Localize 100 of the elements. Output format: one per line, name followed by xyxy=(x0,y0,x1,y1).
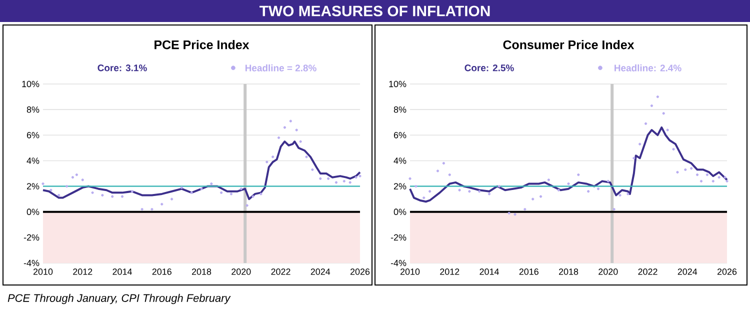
y-tick-label: -4% xyxy=(24,260,40,266)
point xyxy=(656,95,659,98)
x-tick-label: 2012 xyxy=(73,268,92,275)
point xyxy=(436,170,440,172)
text: Core: 2.5% xyxy=(464,64,514,72)
point xyxy=(289,120,292,122)
y-tick-label: 6% xyxy=(26,132,40,138)
point xyxy=(65,184,68,188)
y-tick-label: 8% xyxy=(26,106,40,113)
point xyxy=(596,188,600,190)
y-tick-label: 2% xyxy=(26,183,40,190)
point xyxy=(42,182,44,186)
point xyxy=(524,208,526,211)
point xyxy=(700,180,703,182)
y-tick-label: 4% xyxy=(26,158,40,164)
y-tick-label: 4% xyxy=(394,158,406,164)
x-tick-label: 2010 xyxy=(33,268,53,275)
x-tick-label: 2018 xyxy=(192,268,212,275)
x-tick-label: 2016 xyxy=(152,268,172,275)
legend-label: Headline: 2.4% xyxy=(614,64,682,72)
x-tick-label: 2020 xyxy=(232,268,251,275)
x-tick-label: 2012 xyxy=(440,268,460,275)
point xyxy=(442,162,445,165)
point xyxy=(71,176,74,179)
point xyxy=(632,156,636,160)
text: TWO MEASURES OF INFLATION xyxy=(260,6,490,16)
text: Core: 3.1% xyxy=(98,64,147,72)
point xyxy=(311,168,314,171)
y-tick-label: 10% xyxy=(22,80,40,88)
point xyxy=(618,194,622,197)
point xyxy=(587,190,590,193)
point xyxy=(283,126,286,129)
point xyxy=(676,170,679,174)
point xyxy=(726,180,728,182)
point xyxy=(150,208,154,211)
point xyxy=(672,148,675,150)
y-tick-label: 8% xyxy=(394,106,406,113)
point xyxy=(626,192,630,196)
point xyxy=(468,190,471,193)
point xyxy=(408,177,412,180)
point xyxy=(327,177,330,180)
point xyxy=(200,188,203,190)
y-tick-label: -2% xyxy=(390,234,406,241)
point xyxy=(712,180,714,182)
point xyxy=(690,167,693,170)
legend-label: Headline = 2.8% xyxy=(245,64,316,72)
point xyxy=(190,191,193,194)
point xyxy=(305,156,308,158)
point xyxy=(160,202,164,206)
point xyxy=(508,212,510,214)
point xyxy=(354,176,358,179)
point xyxy=(662,112,665,115)
x-tick-label: 2026 xyxy=(350,268,370,275)
point xyxy=(547,178,550,182)
point xyxy=(58,194,60,197)
point xyxy=(299,140,302,143)
x-tick-label: 2020 xyxy=(598,268,618,275)
x-tick-label: 2022 xyxy=(271,268,290,275)
point xyxy=(295,128,298,132)
point xyxy=(91,191,94,194)
y-tick-label: 0% xyxy=(26,208,40,216)
point xyxy=(724,176,726,179)
point xyxy=(50,188,52,192)
point xyxy=(111,195,114,198)
point xyxy=(170,198,174,200)
point xyxy=(557,188,560,192)
point xyxy=(266,160,268,164)
point xyxy=(220,191,223,194)
y-tick-label: -2% xyxy=(24,234,40,241)
point xyxy=(478,190,481,193)
x-tick-label: 2018 xyxy=(558,268,578,275)
y-tick-label: 6% xyxy=(394,132,406,138)
point xyxy=(140,208,144,211)
point xyxy=(448,173,451,176)
point xyxy=(458,188,461,192)
point xyxy=(577,173,580,176)
point xyxy=(319,177,322,180)
chart-title: Consumer Price Index xyxy=(503,40,634,50)
text: PCE Through January, CPI Through February xyxy=(8,294,231,304)
line-series xyxy=(42,140,362,200)
point xyxy=(650,104,654,108)
y-tick-label: -4% xyxy=(390,260,406,266)
point xyxy=(260,192,262,196)
point xyxy=(644,122,648,125)
point xyxy=(210,182,213,186)
point xyxy=(498,184,500,188)
point xyxy=(334,181,338,184)
point xyxy=(718,176,720,179)
point xyxy=(342,180,346,182)
point xyxy=(120,195,124,198)
point xyxy=(358,174,362,178)
point xyxy=(638,142,642,146)
point xyxy=(428,190,432,193)
point xyxy=(246,204,248,207)
point xyxy=(130,190,134,193)
point xyxy=(414,184,418,188)
point xyxy=(684,168,687,171)
x-tick-label: 2022 xyxy=(638,268,658,275)
x-tick-label: 2024 xyxy=(678,268,698,275)
point xyxy=(422,196,426,200)
